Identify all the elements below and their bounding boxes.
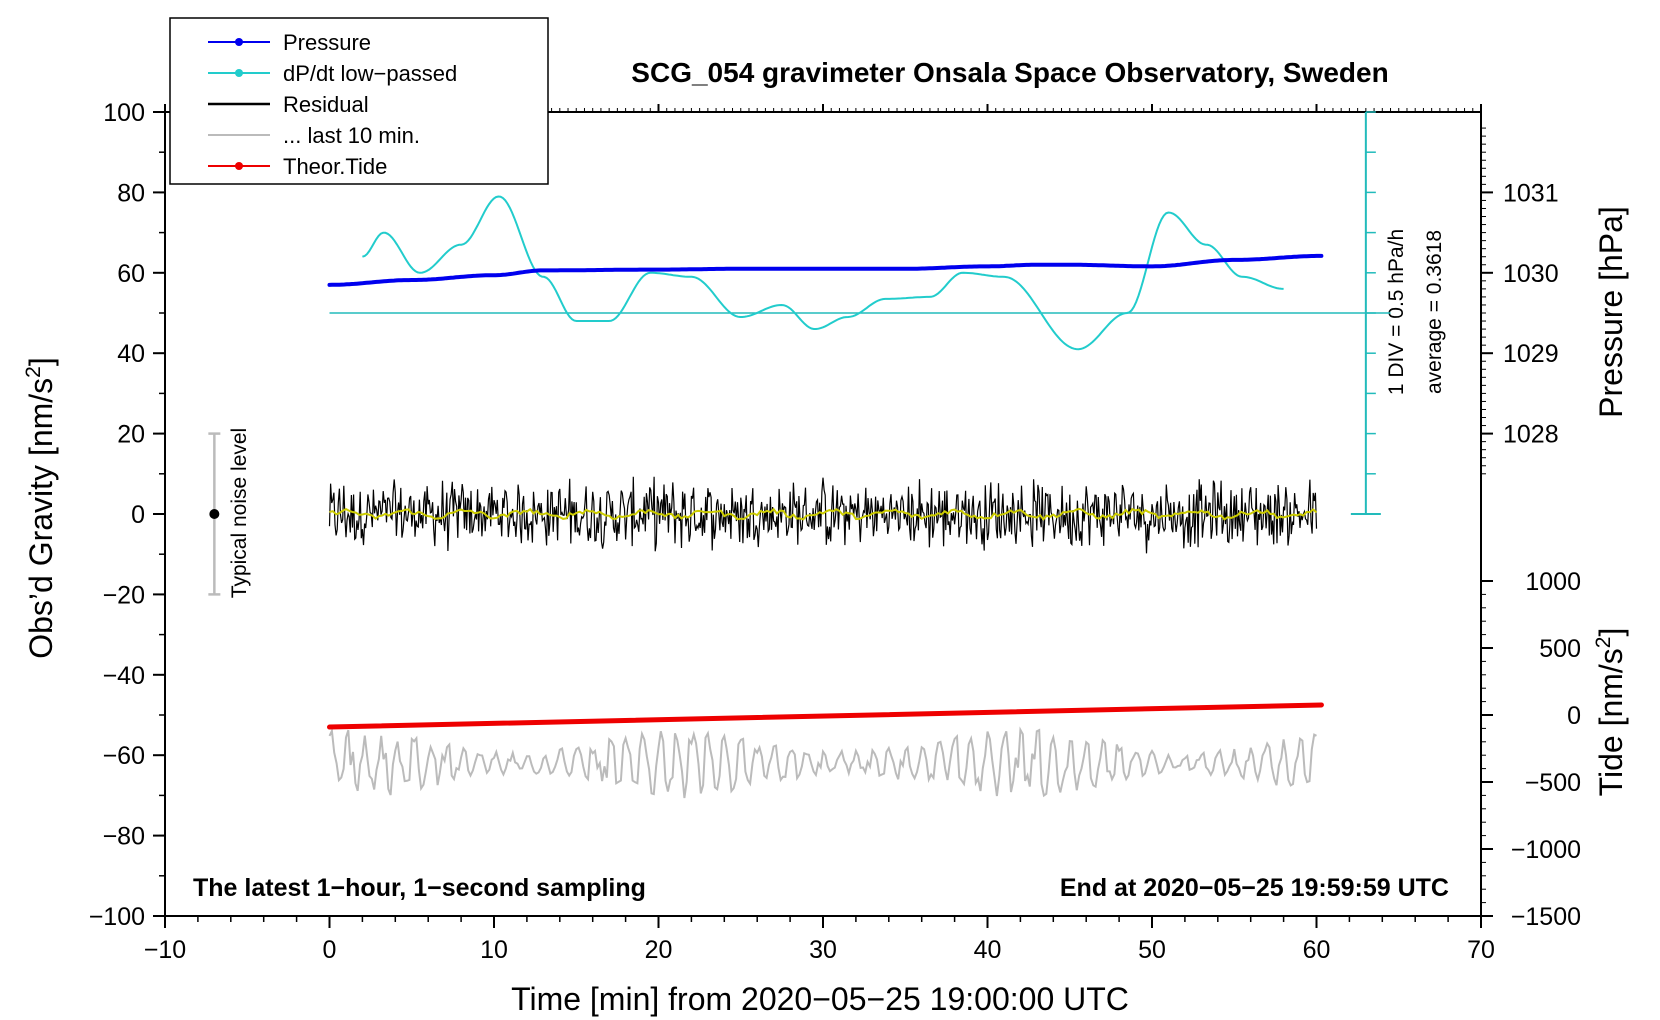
pressure-tick-label: 1029 xyxy=(1503,340,1559,368)
axis-ticks: −10 0 10 20 30 40 50 60 70−100−80−60−40−20020406… xyxy=(89,99,1581,964)
y-tick-label: −40 xyxy=(103,662,145,690)
noise-level-label: Typical noise level xyxy=(228,428,251,598)
x-tick-label: 50 xyxy=(1138,936,1166,964)
noise-bar-center xyxy=(209,509,220,519)
x-tick-label: −10 xyxy=(144,936,186,964)
x-tick-label: 20 xyxy=(645,936,673,964)
legend-box xyxy=(169,17,549,185)
last-10-min-series xyxy=(328,726,1317,799)
legend-label: Theor.Tide xyxy=(283,154,387,179)
x-axis-label: Time [min] from 2020−05−25 19:00:00 UTC xyxy=(511,981,1129,1017)
y-tick-label: 40 xyxy=(117,340,145,368)
chart-title: SCG_054 gravimeter Onsala Space Observat… xyxy=(631,57,1388,88)
pressure-tick-label: 1030 xyxy=(1503,260,1559,288)
x-tick-label: 0 xyxy=(323,936,337,964)
tide-series xyxy=(327,702,1324,730)
legend-marker xyxy=(235,38,243,46)
pressure-series xyxy=(327,253,1324,287)
y-tick-label: 60 xyxy=(117,260,145,288)
dpdt-scale-label: 1 DIV = 0.5 hPa/h xyxy=(1385,229,1408,395)
residual-smoothed-series xyxy=(329,507,1318,521)
legend-label: Pressure xyxy=(283,30,371,55)
end-time-note: End at 2020−05−25 19:59:59 UTC xyxy=(1060,874,1449,902)
tide-tick-label: 0 xyxy=(1567,702,1581,730)
x-tick-label: 10 xyxy=(480,936,508,964)
y-tick-label: −80 xyxy=(103,823,145,851)
legend-marker xyxy=(235,69,243,77)
y-tick-label: 20 xyxy=(117,421,145,449)
sampling-note: The latest 1−hour, 1−second sampling xyxy=(193,874,646,902)
tide-tick-label: 500 xyxy=(1539,635,1581,663)
x-tick-label: 70 xyxy=(1467,936,1495,964)
dpdt-series xyxy=(362,195,1284,351)
tide-tick-label: −1000 xyxy=(1511,836,1581,864)
y-tick-label: 100 xyxy=(103,99,145,127)
pressure-tick-label: 1028 xyxy=(1503,421,1559,449)
tide-axis-label: Tide [nm/s2] xyxy=(1592,628,1629,797)
y-tick-label: −20 xyxy=(103,581,145,609)
y-tick-label: 0 xyxy=(131,501,145,529)
y-axis-label-left: Obs’d Gravity [nm/s2] xyxy=(22,357,59,659)
y-tick-label: −100 xyxy=(89,903,145,931)
y-tick-label: 80 xyxy=(117,179,145,207)
tide-tick-label: −500 xyxy=(1525,769,1581,797)
x-tick-label: 40 xyxy=(974,936,1002,964)
legend-label: ... last 10 min. xyxy=(283,123,420,148)
legend-label: dP/dt low−passed xyxy=(283,61,457,86)
tide-tick-label: −1500 xyxy=(1511,903,1581,931)
residual-series xyxy=(328,476,1318,554)
x-tick-label: 60 xyxy=(1303,936,1331,964)
tide-tick-label: 1000 xyxy=(1525,568,1581,596)
x-tick-label: 30 xyxy=(809,936,837,964)
legend: Pressure dP/dt low−passed Residual ... last… xyxy=(169,17,549,185)
legend-marker xyxy=(235,162,243,170)
dpdt-average-label: average = 0.3618 xyxy=(1423,230,1446,394)
pressure-axis-label: Pressure [hPa] xyxy=(1593,206,1629,418)
pressure-tick-label: 1031 xyxy=(1503,179,1559,207)
y-tick-label: −60 xyxy=(103,742,145,770)
legend-label: Residual xyxy=(283,92,369,117)
data-series xyxy=(208,111,1391,799)
